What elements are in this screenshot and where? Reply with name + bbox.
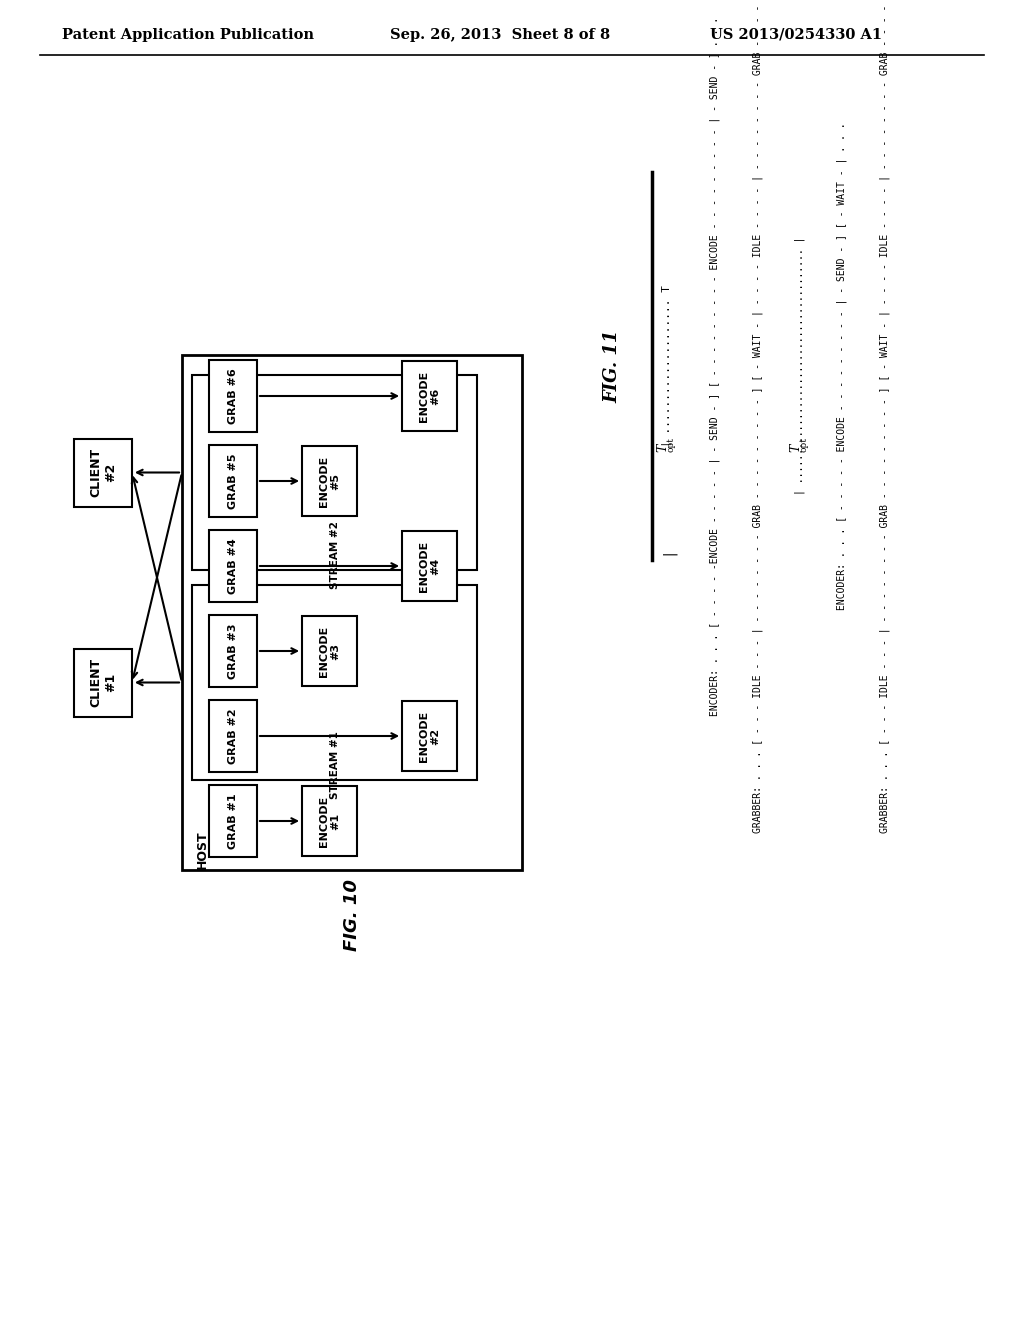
Text: |: | — [659, 546, 674, 554]
Text: CLIENT
#1: CLIENT #1 — [89, 657, 117, 708]
Polygon shape — [209, 360, 257, 432]
Text: ENCODE
#3: ENCODE #3 — [318, 626, 340, 677]
Text: GRAB #5: GRAB #5 — [228, 453, 238, 508]
Polygon shape — [402, 360, 457, 432]
Text: | .................... T: | .................... T — [662, 285, 672, 447]
Text: GRAB #4: GRAB #4 — [228, 539, 238, 594]
Polygon shape — [74, 648, 132, 717]
Text: opt: opt — [667, 437, 676, 451]
Text: T: T — [656, 444, 670, 451]
Text: STREAM #1: STREAM #1 — [330, 731, 340, 799]
Text: ENCODE
#1: ENCODE #1 — [318, 796, 340, 846]
Text: US 2013/0254330 A1: US 2013/0254330 A1 — [710, 28, 882, 42]
Text: GRABBER: . . . [ - - - IDLE - - - | - - - - - - - - GRAB - - - - - - - - - ] [ -: GRABBER: . . . [ - - - IDLE - - - | - - … — [880, 0, 890, 833]
Text: HOST: HOST — [196, 830, 209, 870]
Polygon shape — [209, 615, 257, 686]
Text: ENCODE
#5: ENCODE #5 — [318, 455, 340, 507]
Polygon shape — [209, 700, 257, 772]
Polygon shape — [182, 355, 522, 870]
Text: opt: opt — [800, 437, 809, 451]
Text: GRAB #2: GRAB #2 — [228, 709, 238, 764]
Polygon shape — [209, 445, 257, 517]
Polygon shape — [302, 616, 357, 686]
Text: GRAB #1: GRAB #1 — [228, 793, 238, 849]
Polygon shape — [209, 785, 257, 857]
Text: ENCODER: . . . [ - - - - -ENCODE - - - - - | - SEND - ] [ - - - - - - - - - ENCO: ENCODER: . . . [ - - - - -ENCODE - - - -… — [710, 16, 720, 715]
Text: GRAB #3: GRAB #3 — [228, 623, 238, 678]
Text: CLIENT
#2: CLIENT #2 — [89, 447, 117, 498]
Text: Patent Application Publication: Patent Application Publication — [62, 28, 314, 42]
Text: STREAM #2: STREAM #2 — [330, 521, 340, 589]
Polygon shape — [302, 446, 357, 516]
Polygon shape — [402, 701, 457, 771]
Text: ENCODE
#4: ENCODE #4 — [419, 540, 440, 591]
Text: | ........................................ |: | ......................................… — [795, 236, 805, 495]
Text: FIG. 10: FIG. 10 — [343, 879, 361, 950]
Text: Sep. 26, 2013  Sheet 8 of 8: Sep. 26, 2013 Sheet 8 of 8 — [390, 28, 610, 42]
Text: GRABBER: . . . [ - - - IDLE - - - | - - - - - - - - GRAB - - - - - - - - - ] [ -: GRABBER: . . . [ - - - IDLE - - - | - - … — [753, 0, 763, 833]
Text: ENCODE
#6: ENCODE #6 — [419, 371, 440, 421]
Polygon shape — [302, 785, 357, 855]
Polygon shape — [209, 531, 257, 602]
Polygon shape — [402, 531, 457, 601]
Polygon shape — [74, 438, 132, 507]
Text: T: T — [790, 444, 803, 451]
Text: ENCODE
#2: ENCODE #2 — [419, 710, 440, 762]
Text: FIG. 11: FIG. 11 — [603, 329, 621, 403]
Text: GRAB #6: GRAB #6 — [228, 368, 238, 424]
Text: ENCODER: . . . [ - - - - - ENCODE - - - - - - - - - | - SEND - ] [ - WAIT - | . : ENCODER: . . . [ - - - - - ENCODE - - - … — [837, 123, 847, 610]
